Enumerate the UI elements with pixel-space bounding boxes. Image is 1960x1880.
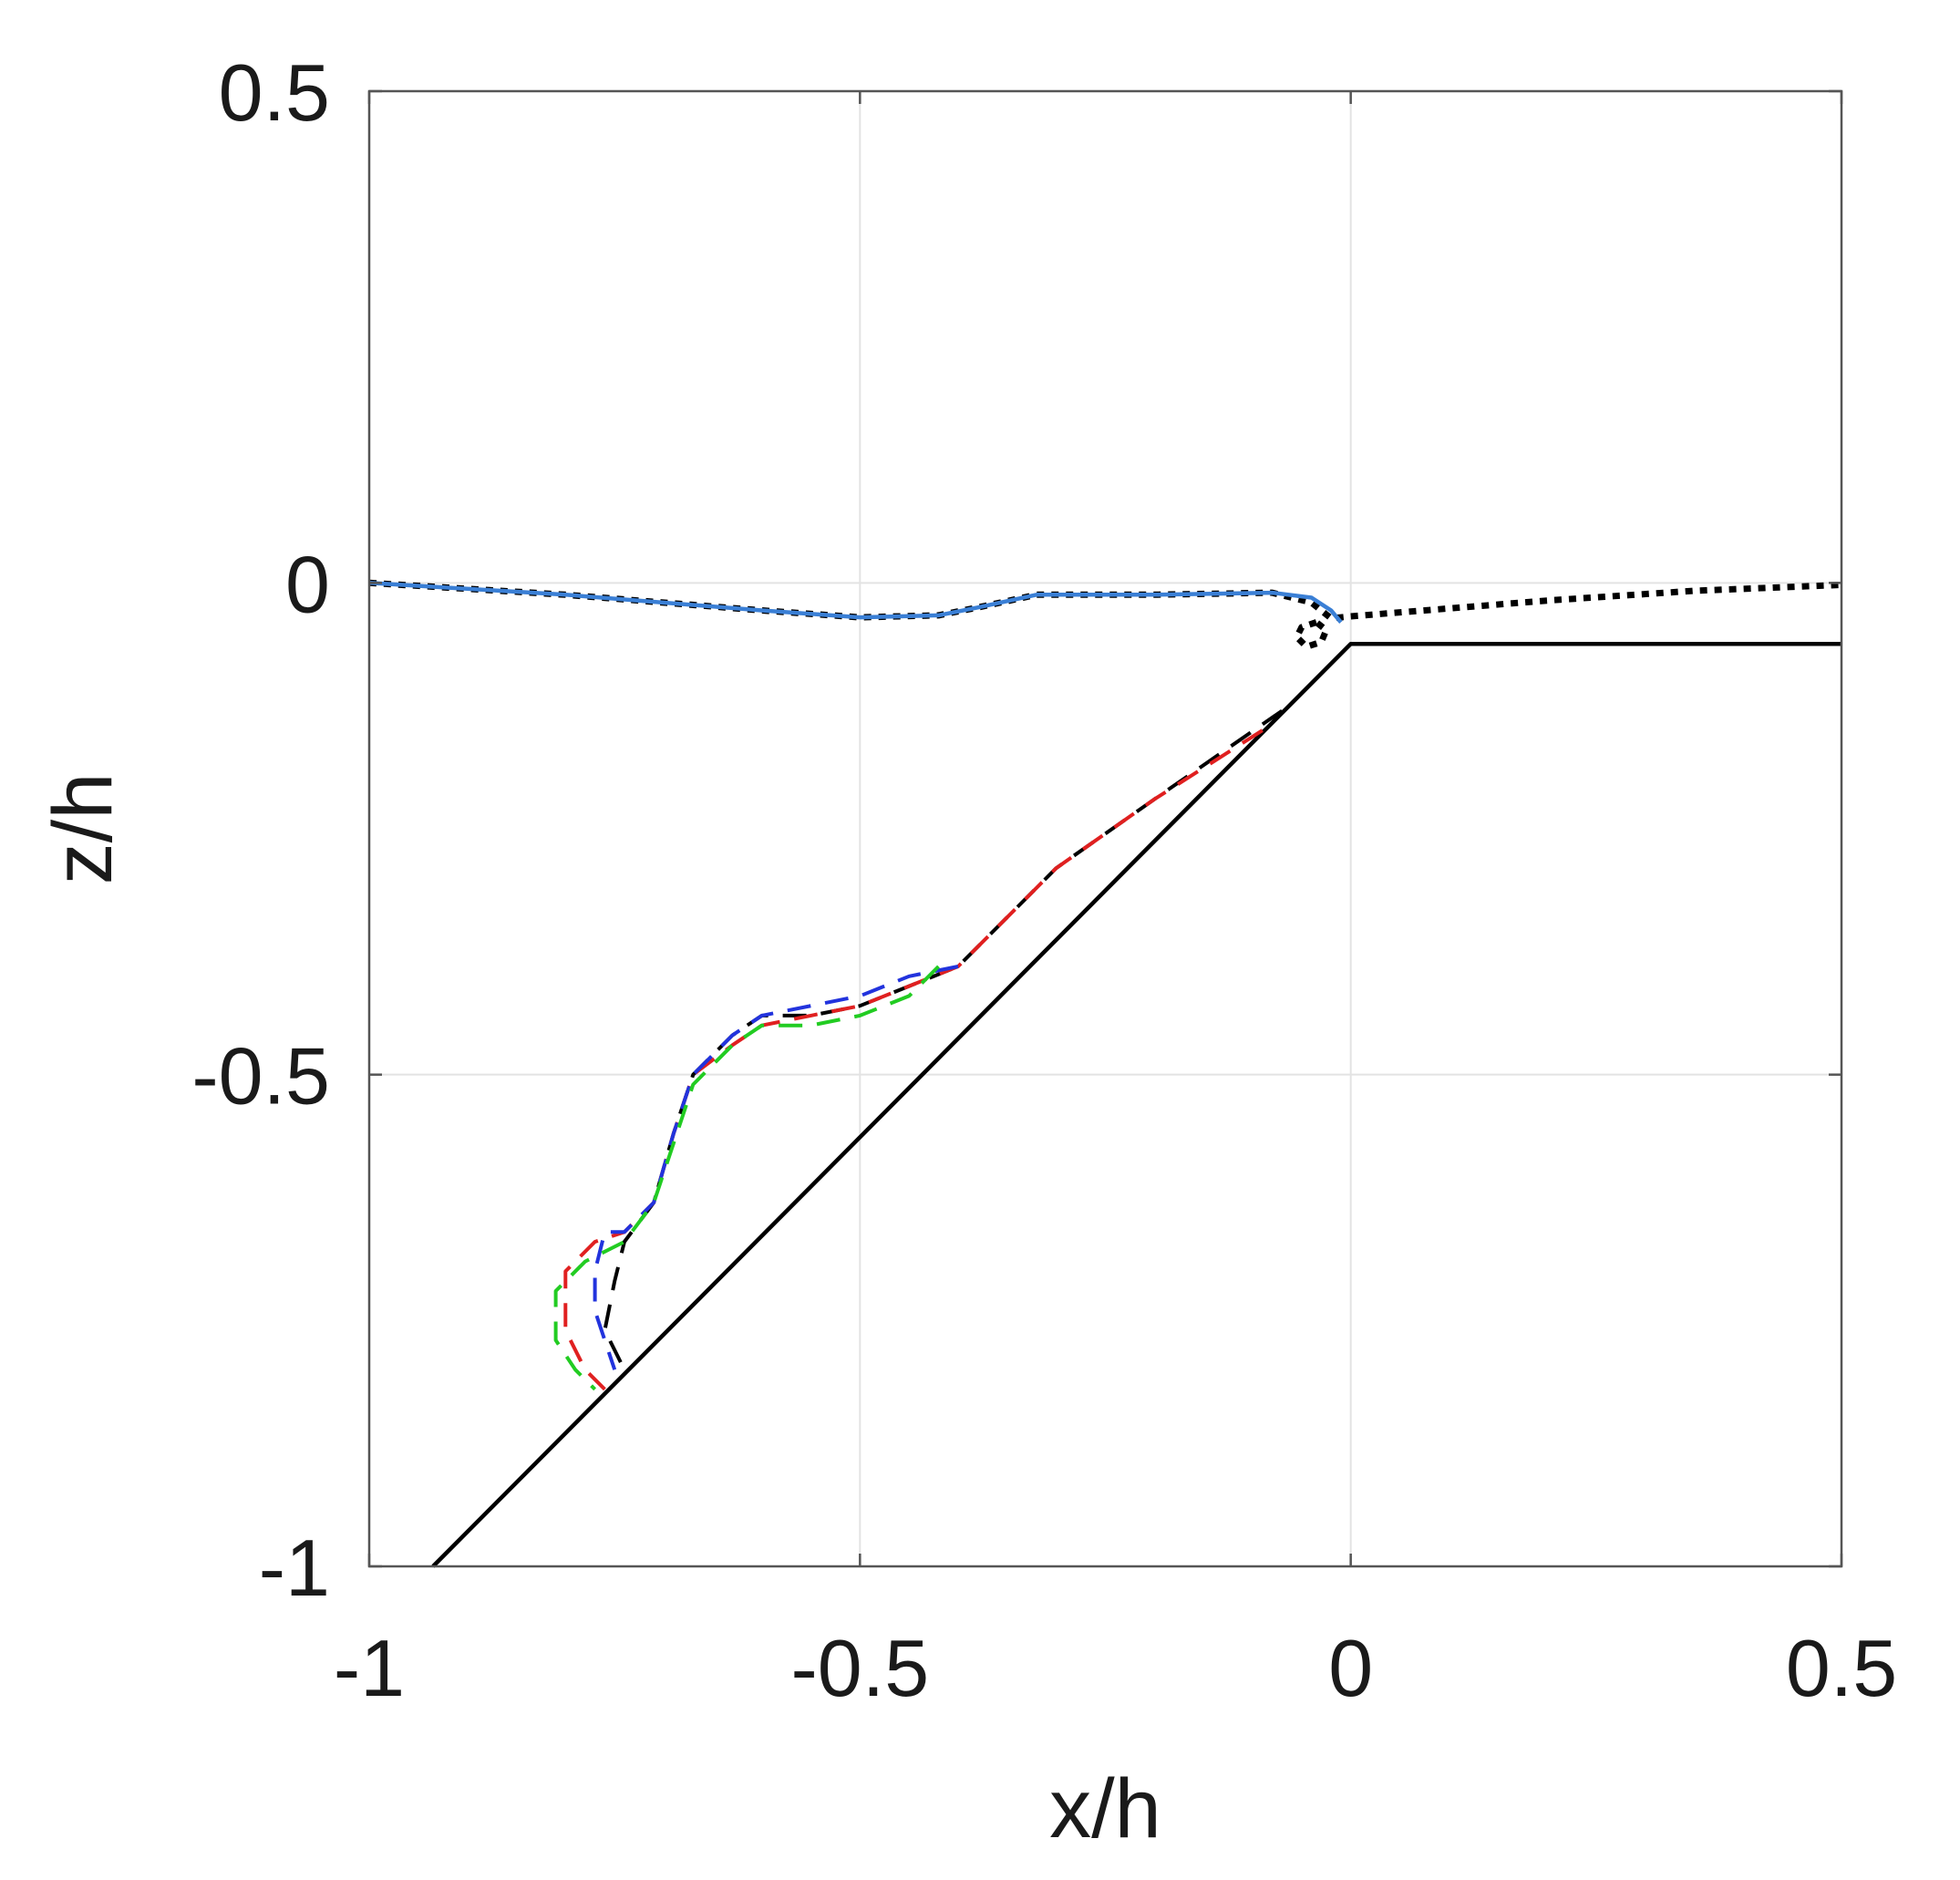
series-line-0: [431, 641, 1841, 1568]
y-tick-label: -0.5: [191, 1031, 330, 1121]
x-tick-label: -1: [334, 1623, 405, 1713]
tick-labels: -1 -0.5 0 0.5 -1 -0.5 0 0.5: [191, 47, 1897, 1713]
grid: [369, 91, 1841, 1566]
y-tick-label: 0.5: [219, 47, 330, 138]
x-tick-label: -0.5: [791, 1623, 930, 1713]
series-line-7: [1294, 619, 1330, 650]
series-line-5: [593, 965, 959, 1370]
y-axis-label: z/h: [36, 773, 129, 885]
series-line-2: [368, 581, 1343, 624]
plot-frame: [367, 89, 1843, 1568]
x-axis-label: x/h: [1049, 1762, 1161, 1855]
series-line-6: [553, 965, 940, 1391]
x-tick-label: 0.5: [1786, 1623, 1897, 1713]
series-group: [368, 579, 1842, 1568]
x-tick-label: 0: [1328, 1623, 1373, 1713]
series-line-4: [563, 728, 1264, 1391]
y-tick-label: -1: [259, 1523, 330, 1613]
tick-marks: [367, 89, 1843, 1568]
y-tick-label: 0: [285, 539, 330, 629]
